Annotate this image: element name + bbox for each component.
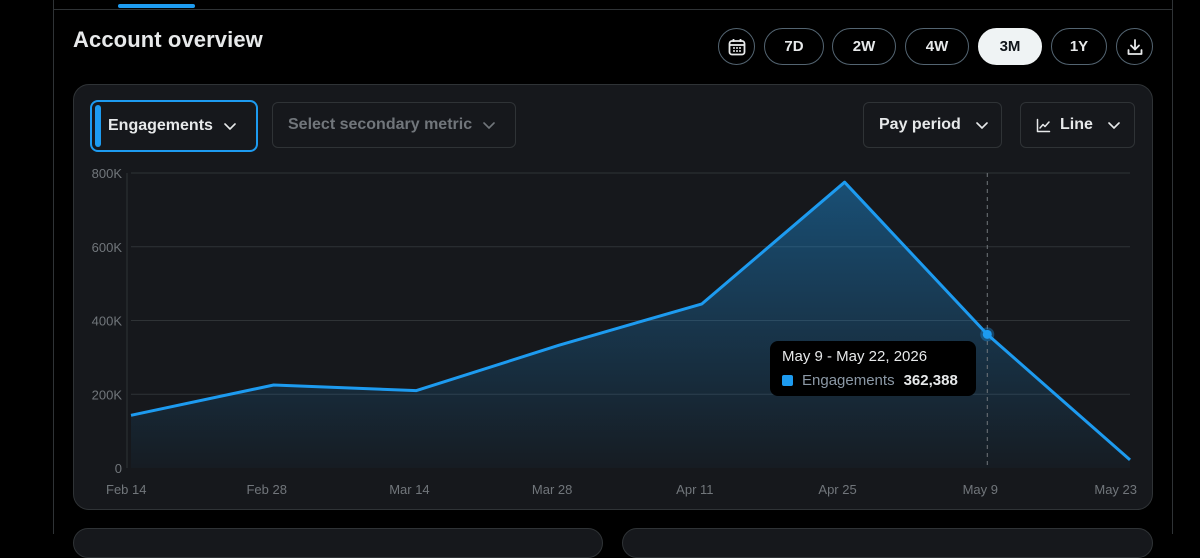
x-tick-label: Feb 14 <box>106 482 146 497</box>
primary-metric-label: Engagements <box>108 117 213 134</box>
tooltip-date-range: May 9 - May 22, 2026 <box>782 348 928 365</box>
y-tick-label: 600K <box>92 240 123 255</box>
chevron-down-icon <box>976 122 988 129</box>
chevron-down-icon <box>224 123 236 130</box>
range-7d-button[interactable]: 7D <box>764 28 824 65</box>
page-title: Account overview <box>73 27 263 52</box>
bottom-left-card <box>73 528 603 558</box>
engagements-line <box>130 180 1131 462</box>
period-select[interactable]: Pay period <box>863 102 1002 148</box>
y-tick-label: 200K <box>92 387 123 402</box>
line-chart-icon <box>1036 118 1051 132</box>
range-3m-button[interactable]: 3M <box>978 28 1042 65</box>
range-4w-button[interactable]: 4W <box>905 28 969 65</box>
y-tick-label: 0 <box>115 461 122 476</box>
x-tick-label: Mar 28 <box>532 482 572 497</box>
y-tick-label: 800K <box>92 166 123 181</box>
period-label: Pay period <box>879 116 961 133</box>
panel-left-border <box>53 0 54 534</box>
range-1y-button[interactable]: 1Y <box>1051 28 1107 65</box>
download-button[interactable] <box>1116 28 1153 65</box>
download-icon <box>1127 38 1142 55</box>
primary-metric-select[interactable]: Engagements <box>90 100 258 152</box>
chevron-down-icon <box>483 122 495 129</box>
chart-style-select[interactable]: Line <box>1020 102 1135 148</box>
tooltip-series-value: 362,388 <box>903 372 958 389</box>
x-tick-label: Apr 11 <box>676 482 713 497</box>
tooltip-series-swatch <box>782 375 793 386</box>
range-2w-button[interactable]: 2W <box>832 28 896 65</box>
x-tick-label: Feb 28 <box>246 482 286 497</box>
active-tab-indicator <box>118 4 195 8</box>
panel-right-border <box>1172 0 1173 534</box>
chart-tooltip: May 9 - May 22, 2026 Engagements 362,388 <box>770 341 976 396</box>
x-tick-label: Mar 14 <box>389 482 429 497</box>
secondary-metric-placeholder: Select secondary metric <box>288 116 473 133</box>
calendar-button[interactable] <box>718 28 755 65</box>
engagements-chart: 0 200K 400K 600K 800K Feb 14 Feb 28 Mar 14 Mar … <box>92 166 1137 497</box>
bottom-right-card <box>622 528 1153 558</box>
tooltip-series-label: Engagements <box>802 372 895 389</box>
x-tick-label: May 9 <box>963 482 998 497</box>
y-tick-label: 400K <box>92 314 123 329</box>
calendar-icon <box>728 38 745 55</box>
metric-color-bar <box>95 105 101 147</box>
secondary-metric-select[interactable]: Select secondary metric <box>272 102 516 148</box>
x-tick-label: May 23 <box>1094 482 1137 497</box>
highlight-point <box>982 329 992 339</box>
x-tick-label: Apr 25 <box>818 482 856 497</box>
chart-style-label: Line <box>1060 116 1093 133</box>
tab-divider <box>53 9 1173 10</box>
chevron-down-icon <box>1108 122 1120 129</box>
